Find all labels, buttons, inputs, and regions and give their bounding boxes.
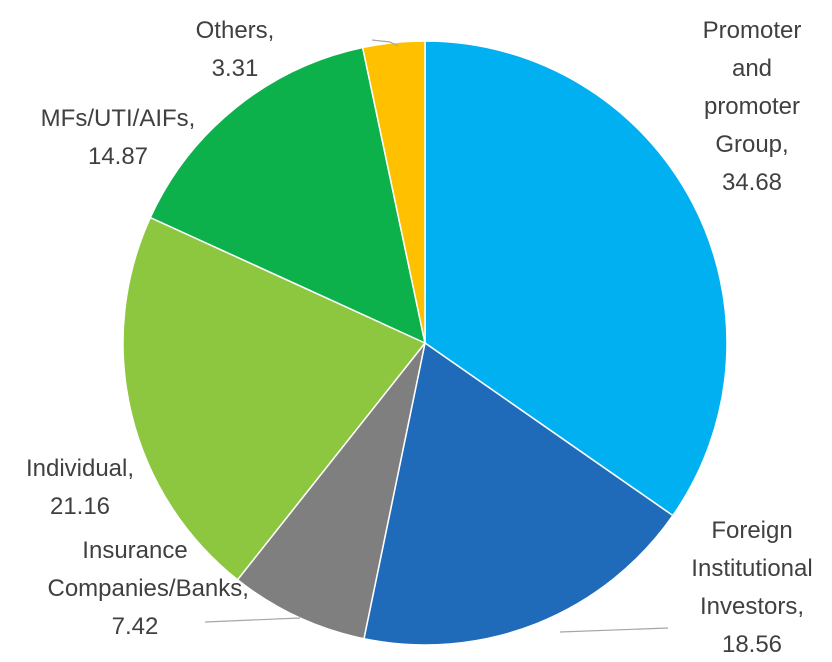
pie-slice	[424, 40, 728, 517]
leader-line	[559, 627, 669, 633]
data-label: Insurance Companies/Banks, 7.42	[48, 532, 249, 646]
category-label: Others,	[195, 17, 275, 44]
data-label: MFs/UTI/AIFs, 14.87	[18, 100, 218, 176]
category-label: Individual,	[25, 455, 135, 482]
value-label: 3.31	[211, 55, 259, 82]
value-label: 18.56	[721, 631, 783, 658]
pie-slice	[236, 342, 426, 640]
value-label: 14.87	[87, 143, 149, 170]
pie-slice	[122, 216, 427, 581]
pie-slice	[363, 341, 674, 646]
category-label: Foreign Institutional Investors,	[691, 517, 813, 620]
data-label: Foreign Institutional Investors, 18.56	[667, 512, 832, 662]
value-label: 7.42	[111, 613, 159, 640]
category-label: Promoter and promoter Group,	[702, 17, 802, 158]
category-label: Insurance Companies/Banks,	[47, 537, 249, 602]
category-label: MFs/UTI/AIFs,	[40, 105, 196, 132]
leader-line	[204, 617, 301, 623]
data-label: Promoter and promoter Group, 34.68	[687, 12, 817, 202]
leader-line	[371, 39, 399, 47]
value-label: 34.68	[721, 169, 783, 196]
data-label: Others, 3.31	[175, 12, 295, 88]
pie-slice	[361, 40, 426, 344]
pie-slice	[149, 46, 427, 345]
slices	[122, 40, 728, 646]
data-label: Individual, 21.16	[5, 450, 155, 526]
value-label: 21.16	[49, 493, 111, 520]
